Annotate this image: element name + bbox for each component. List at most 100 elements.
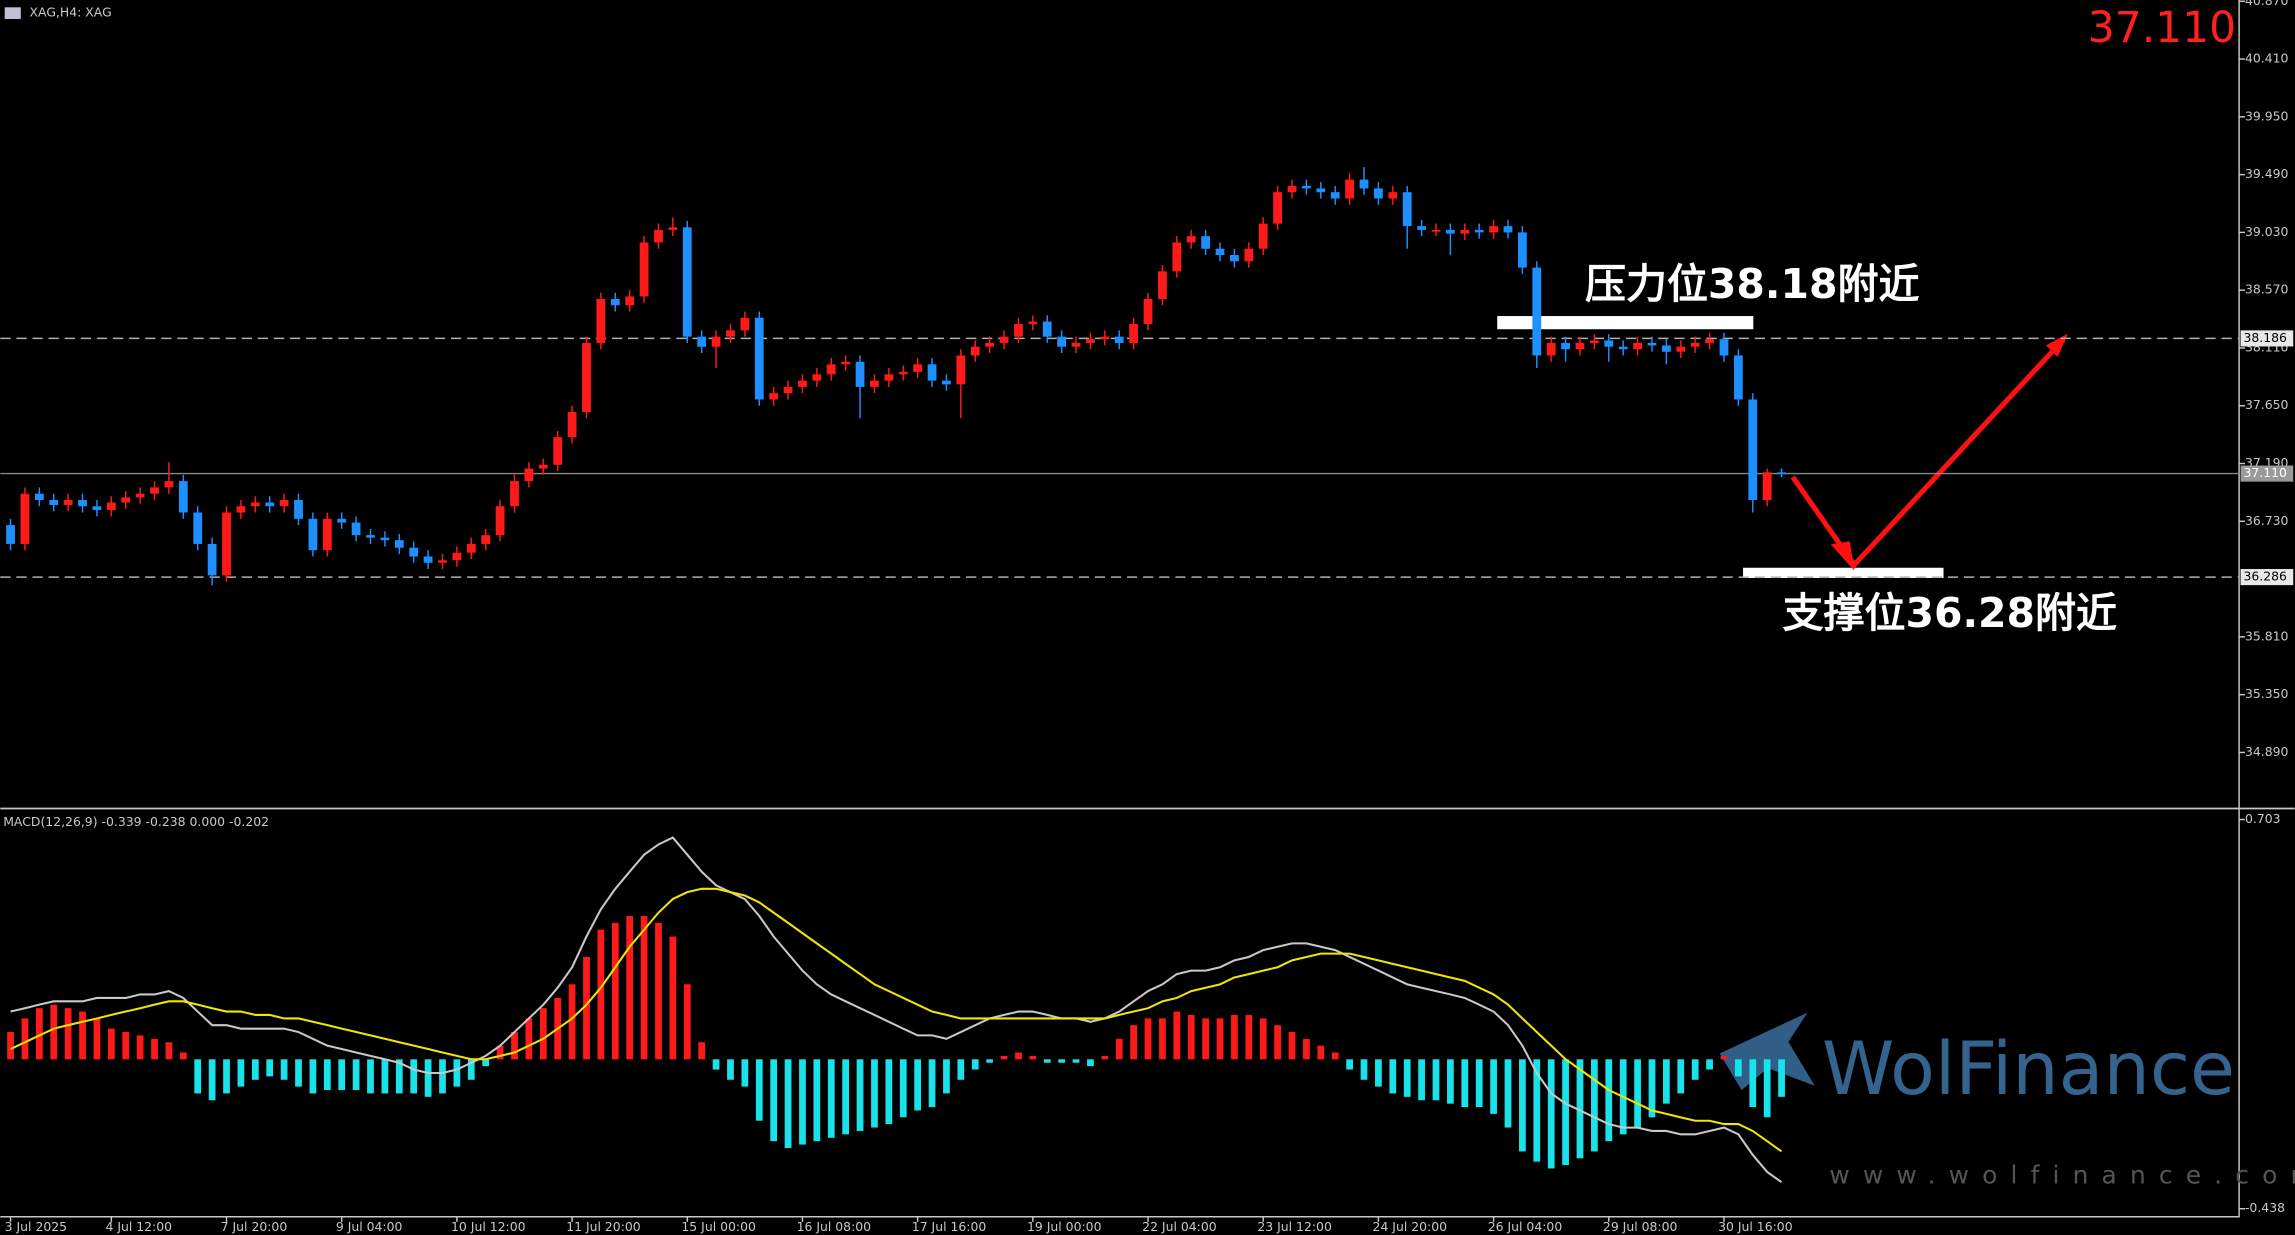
candle-body bbox=[754, 317, 764, 400]
candle-body bbox=[121, 497, 131, 503]
macd-bar bbox=[568, 984, 576, 1060]
support-annotation: 支撑位36.28附近 bbox=[1783, 589, 2117, 637]
macd-bar bbox=[957, 1059, 965, 1080]
candle-body bbox=[1532, 267, 1542, 356]
macd-bar bbox=[309, 1059, 317, 1094]
macd-bar bbox=[1000, 1055, 1008, 1060]
macd-bar bbox=[1015, 1052, 1022, 1060]
x-tick-label: 30 Jul 16:00 bbox=[1718, 1219, 1793, 1234]
macd-bar bbox=[1259, 1018, 1267, 1060]
macd-bar bbox=[64, 1008, 72, 1060]
macd-bar bbox=[1087, 1059, 1094, 1067]
price-line-label-bg bbox=[2240, 465, 2294, 482]
macd-bar bbox=[1475, 1059, 1483, 1108]
candle-body bbox=[1431, 229, 1441, 232]
macd-bar bbox=[1605, 1059, 1613, 1142]
macd-bar bbox=[352, 1059, 360, 1091]
macd-bar bbox=[1144, 1018, 1152, 1060]
macd-bar bbox=[1375, 1059, 1382, 1087]
candle-body bbox=[510, 481, 519, 507]
macd-bar bbox=[1317, 1045, 1325, 1060]
candle-body bbox=[942, 380, 951, 385]
candle-body bbox=[1201, 236, 1211, 249]
candle-body bbox=[1374, 188, 1383, 199]
macd-bar bbox=[885, 1059, 893, 1125]
candle-body bbox=[884, 374, 894, 381]
macd-bar bbox=[1346, 1059, 1353, 1070]
candle-body bbox=[1287, 185, 1297, 193]
candle-body bbox=[1589, 340, 1599, 343]
macd-bar bbox=[683, 984, 691, 1060]
candle-body bbox=[855, 361, 865, 387]
price-line-label: 37.110 bbox=[2243, 465, 2287, 480]
macd-bar bbox=[1029, 1055, 1037, 1060]
candle-body bbox=[1345, 179, 1354, 199]
y-tick-label: 39.030 bbox=[2245, 224, 2289, 239]
macd-bar bbox=[1432, 1059, 1440, 1101]
macd-bar bbox=[626, 916, 634, 1060]
macd-bar bbox=[1288, 1032, 1296, 1060]
macd-bar bbox=[79, 1011, 86, 1060]
candle-body bbox=[1618, 346, 1628, 350]
candle-body bbox=[1028, 321, 1038, 325]
y-tick-label: 39.950 bbox=[2245, 108, 2289, 123]
macd-bar bbox=[136, 1035, 144, 1060]
macd-bar bbox=[453, 1059, 461, 1087]
candle-body bbox=[913, 364, 923, 372]
candle-body bbox=[423, 556, 433, 563]
macd-bar bbox=[511, 1032, 518, 1060]
candle-body bbox=[394, 540, 404, 548]
candle-body bbox=[524, 468, 534, 482]
y-tick-label: 36.730 bbox=[2245, 513, 2289, 528]
macd-bar bbox=[640, 916, 648, 1060]
macd-bar bbox=[914, 1059, 922, 1111]
x-tick-label: 10 Jul 12:00 bbox=[451, 1219, 526, 1234]
candle-body bbox=[1705, 339, 1714, 343]
candle-body bbox=[1719, 339, 1729, 356]
candle-body bbox=[639, 242, 649, 297]
macd-bar bbox=[1533, 1059, 1541, 1162]
macd-bar bbox=[323, 1059, 331, 1091]
macd-bar bbox=[496, 1045, 504, 1060]
candle-body bbox=[553, 437, 563, 465]
candle-body bbox=[1057, 336, 1067, 347]
price-line-label-bg bbox=[2240, 569, 2294, 586]
candle-body bbox=[351, 522, 361, 536]
x-tick-label: 9 Jul 04:00 bbox=[336, 1219, 403, 1234]
candle-body bbox=[1762, 472, 1772, 500]
candle-body bbox=[409, 547, 419, 557]
candle-body bbox=[452, 552, 462, 561]
macd-bar bbox=[1360, 1059, 1368, 1080]
macd-bar bbox=[827, 1059, 835, 1138]
macd-bar bbox=[539, 1008, 547, 1060]
macd-bar bbox=[899, 1059, 907, 1118]
candle-body bbox=[1647, 342, 1657, 346]
candle-body bbox=[625, 296, 635, 306]
macd-bar bbox=[784, 1059, 792, 1148]
candle-body bbox=[63, 499, 73, 505]
macd-bar bbox=[165, 1042, 173, 1060]
candle-body bbox=[956, 355, 966, 385]
watermark-logo bbox=[1719, 1012, 1815, 1091]
price-line-label: 36.286 bbox=[2243, 569, 2287, 584]
candle-body bbox=[1748, 399, 1758, 500]
macd-bar bbox=[482, 1059, 490, 1067]
resistance-bar bbox=[1497, 316, 1754, 330]
candle-body bbox=[1460, 229, 1470, 234]
candle-body bbox=[999, 336, 1009, 343]
macd-bar bbox=[410, 1059, 418, 1094]
macd-bar bbox=[1245, 1014, 1253, 1060]
candle-body bbox=[1114, 336, 1124, 343]
candle-body bbox=[826, 364, 836, 375]
candle-body bbox=[193, 512, 203, 544]
macd-bar bbox=[1763, 1059, 1771, 1118]
y-tick-label: 37.650 bbox=[2245, 397, 2289, 412]
x-tick-label: 17 Jul 16:00 bbox=[912, 1219, 987, 1234]
candle-body bbox=[596, 298, 606, 343]
macd-bar bbox=[1130, 1025, 1137, 1060]
candle-body bbox=[6, 525, 15, 544]
candle-body bbox=[1661, 345, 1671, 352]
candle-body bbox=[654, 229, 663, 243]
